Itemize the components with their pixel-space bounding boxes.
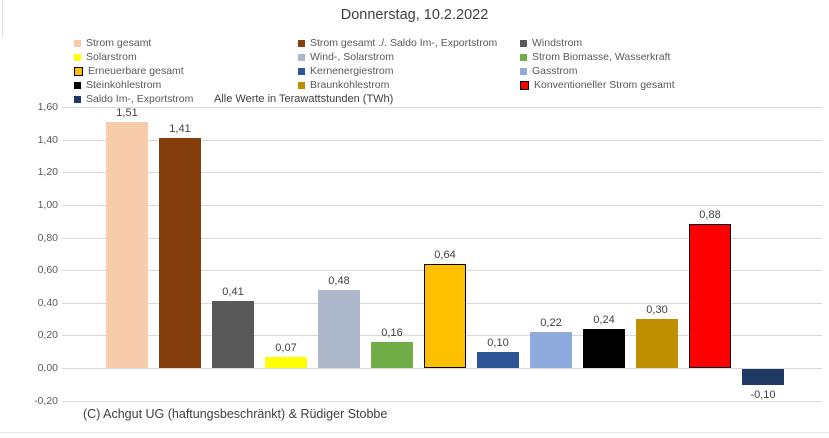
y-axis-tick-label: 0,40 — [37, 297, 58, 309]
legend-item-konventioneller-strom-gesamt: Konventioneller Strom gesamt — [520, 80, 675, 91]
bar-saldo-im-exportstrom — [742, 369, 784, 385]
bar-windstrom — [212, 301, 254, 368]
legend-swatch — [74, 96, 81, 103]
bar-value-label: 0,64 — [434, 249, 456, 261]
legend-swatch — [298, 54, 305, 61]
legend-item-erneuerbare-gesamt: Erneuerbare gesamt — [74, 66, 184, 77]
bar-value-label: 0,88 — [699, 209, 721, 221]
legend-label: Steinkohlestrom — [86, 79, 162, 91]
gridline — [62, 140, 822, 141]
bar-value-label: 0,24 — [593, 314, 615, 326]
bar-gasstrom — [530, 332, 572, 368]
y-axis-tick-label: 0,60 — [37, 264, 58, 276]
legend-swatch — [74, 67, 83, 76]
legend-item-gasstrom: Gasstrom — [520, 66, 578, 77]
bottom-border-line — [0, 432, 829, 433]
legend-label: Strom gesamt — [86, 37, 152, 49]
bar-strom-biomasse-wasserkraft — [371, 342, 413, 368]
legend-swatch — [74, 54, 81, 61]
gridline — [62, 205, 822, 206]
legend-item-strom-biomasse-wasserkraft: Strom Biomasse, Wasserkraft — [520, 52, 670, 63]
left-edge-line — [2, 0, 3, 37]
chart-title: Donnerstag, 10.2.2022 — [340, 7, 489, 23]
bar-erneuerbare-gesamt — [424, 264, 466, 368]
bar-value-label: 0,10 — [487, 337, 509, 349]
legend-item-steinkohlestrom: Steinkohlestrom — [74, 80, 161, 91]
legend-label: Erneuerbare gesamt — [88, 65, 184, 77]
y-axis-tick-label: -0,20 — [34, 395, 58, 407]
gridline — [62, 172, 822, 173]
bar-braunkohlestrom — [636, 319, 678, 368]
legend-swatch — [74, 82, 81, 89]
bar-strom-gesamt — [106, 122, 148, 368]
legend-item-saldo-im-exportstrom: Saldo Im-, Exportstrom — [74, 94, 193, 105]
legend-label: Strom gesamt ./. Saldo Im-, Exportstrom — [310, 37, 498, 49]
legend-item-strom-gesamt: Strom gesamt — [74, 38, 151, 49]
gridline — [62, 401, 822, 402]
legend-swatch — [74, 40, 81, 47]
bar-value-label: -0,10 — [750, 389, 776, 401]
legend-label: Saldo Im-, Exportstrom — [86, 93, 194, 105]
legend-swatch — [520, 40, 527, 47]
gridline — [62, 107, 822, 108]
copyright-text: (C) Achgut UG (haftungsbeschränkt) & Rüd… — [83, 407, 388, 421]
legend-label: Solarstrom — [86, 51, 137, 63]
legend-label: Konventioneller Strom gesamt — [534, 79, 675, 91]
bar-value-label: 1,51 — [116, 107, 138, 119]
legend-swatch — [298, 68, 305, 75]
bar-strom-gesamt-saldo-im-exportstrom — [159, 138, 201, 368]
y-axis-tick-label: 0,00 — [37, 362, 58, 374]
chart-unit-note: Alle Werte in Terawattstunden (TWh) — [214, 93, 394, 105]
y-axis-tick-label: 0,80 — [37, 232, 58, 244]
bar-value-label: 0,48 — [328, 275, 350, 287]
bar-value-label: 0,22 — [540, 317, 562, 329]
legend-swatch — [520, 68, 527, 75]
bar-kernenergiestrom — [477, 352, 519, 368]
legend-swatch — [298, 82, 305, 89]
legend-item-wind-solarstrom: Wind-, Solarstrom — [298, 52, 394, 63]
y-axis-tick-label: 1,00 — [37, 199, 58, 211]
legend-swatch — [520, 81, 529, 90]
bar-wind-solarstrom — [318, 290, 360, 368]
bar-value-label: 0,16 — [381, 327, 403, 339]
bar-value-label: 0,07 — [275, 342, 297, 354]
legend-item-kernenergiestrom: Kernenergiestrom — [298, 66, 393, 77]
bar-value-label: 0,41 — [222, 286, 244, 298]
legend-item-braunkohlestrom: Braunkohlestrom — [298, 80, 389, 91]
legend-item-windstrom: Windstrom — [520, 38, 582, 49]
legend-label: Strom Biomasse, Wasserkraft — [532, 51, 671, 63]
legend-label: Kernenergiestrom — [310, 65, 394, 77]
legend-label: Gasstrom — [532, 65, 578, 77]
gridline — [62, 238, 822, 239]
y-axis-tick-label: 1,20 — [37, 166, 58, 178]
y-axis-tick-label: 1,60 — [37, 101, 58, 113]
bar-solarstrom — [265, 357, 307, 368]
bar-value-label: 1,41 — [169, 123, 191, 135]
legend-item-strom-gesamt-saldo-im-exportstrom: Strom gesamt ./. Saldo Im-, Exportstrom — [298, 38, 497, 49]
legend-item-solarstrom: Solarstrom — [74, 52, 137, 63]
legend-swatch — [520, 54, 527, 61]
legend-label: Wind-, Solarstrom — [310, 51, 395, 63]
gridline — [62, 368, 822, 369]
y-axis-tick-label: 0,20 — [37, 329, 58, 341]
bar-value-label: 0,30 — [646, 304, 668, 316]
bar-konventioneller-strom-gesamt — [689, 224, 731, 368]
legend-swatch — [298, 40, 305, 47]
bar-steinkohlestrom — [583, 329, 625, 368]
legend-label: Windstrom — [532, 37, 583, 49]
y-axis-tick-label: 1,40 — [37, 134, 58, 146]
legend-label: Braunkohlestrom — [310, 79, 390, 91]
